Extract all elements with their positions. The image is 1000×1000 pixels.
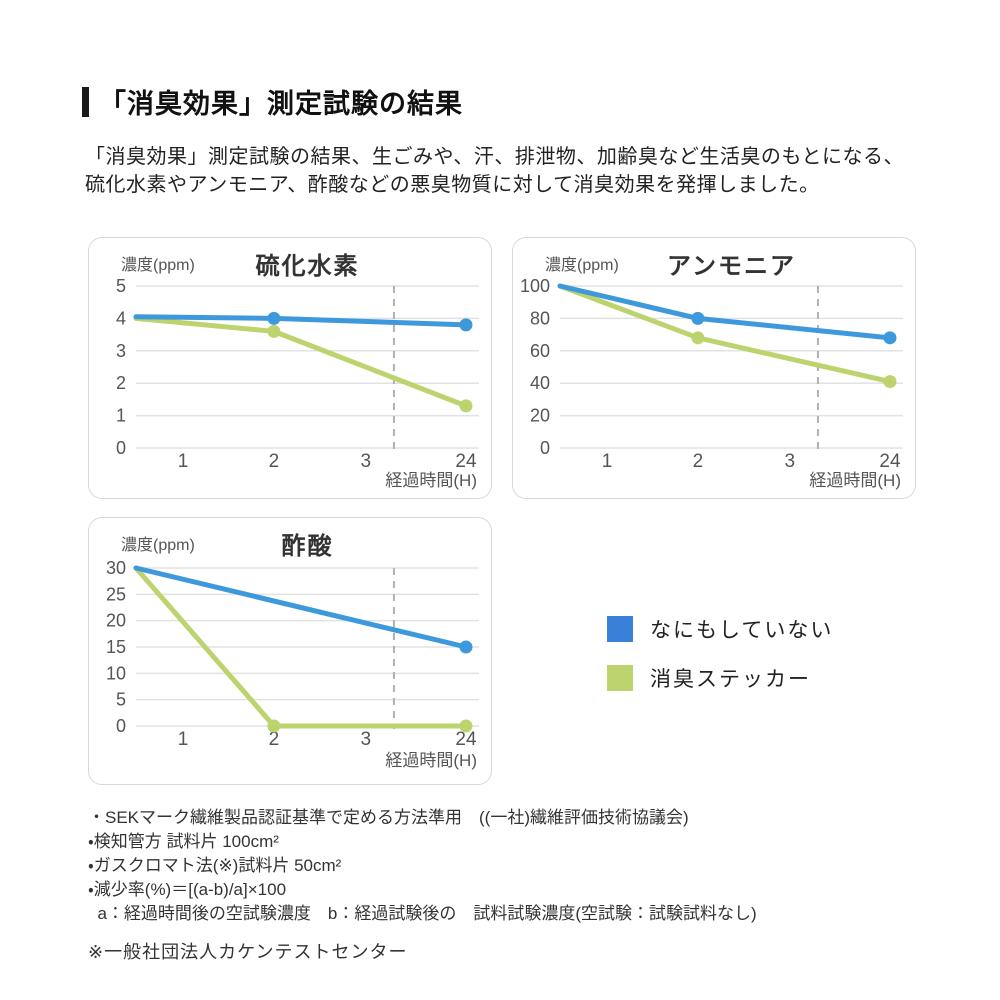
legend-label: なにもしていない [650,619,834,642]
y-tick-label: 0 [116,438,126,458]
chart-legend: なにもしていない 消臭ステッカー [607,614,833,712]
footnote-line: ・検知管方 試料片 100cm² [88,832,279,851]
legend-item-deodorant-sticker: 消臭ステッカー [607,663,833,693]
series-line [557,283,893,341]
y-tick-label: 2 [116,373,126,393]
line-chart-hydrogen-sulfide: 5 4 3 2 1 0 1 2 3 24 [116,276,479,472]
data-point-marker [267,719,281,733]
page-header: 「消臭効果」測定試験の結果 [82,82,463,121]
y-tick-label: 15 [106,637,126,657]
x-tick-label: 1 [178,729,189,750]
footnotes: ・SEKマーク繊維製品認証基準で定める方法準用 ((一社)繊維評価技術協議会) … [88,806,928,926]
chart-title: アンモニア [666,253,797,280]
y-axis-label: 濃度(ppm) [121,537,195,554]
data-point-marker [459,640,473,654]
x-tick-label: 1 [178,451,189,472]
footnote-line: a：経過時間後の空試験濃度 b：経過試験後の 試料試験濃度(空試験：試験試料なし… [88,904,757,923]
y-tick-label: 5 [116,690,126,710]
y-tick-label: 20 [530,406,550,426]
data-point-marker [459,318,473,332]
y-axis-label: 濃度(ppm) [545,257,619,274]
x-tick-label: 3 [361,451,372,472]
y-tick-label: 60 [530,341,550,361]
chart-card-acetic-acid: 濃度(ppm) 酢酸 30 25 20 15 10 5 0 1 2 3 24 経過時間(H) [88,517,492,785]
x-tick-label: 24 [455,451,477,472]
series-line [133,565,469,650]
legend-swatch-blue [607,616,633,642]
legend-label: 消臭ステッカー [650,668,811,691]
x-tick-label: 3 [785,451,796,472]
intro-text: 「消臭効果」測定試験の結果、生ごみや、汗、排泄物、加齢臭など生活臭のもとになる、… [85,146,904,196]
chart-card-ammonia: 濃度(ppm) アンモニア 100 80 60 40 20 0 1 2 3 24 経過時間(H) [512,237,916,499]
y-tick-label: 5 [116,276,126,296]
legend-swatch-green [607,665,633,691]
x-tick-label: 3 [361,729,372,750]
y-tick-label: 4 [116,308,126,328]
y-tick-label: 1 [116,406,126,426]
chart-title: 硫化水素 [255,253,360,280]
y-tick-label: 100 [520,276,550,296]
x-tick-label: 2 [693,451,704,472]
legend-item-untreated: なにもしていない [607,614,833,644]
x-tick-label: 2 [269,729,280,750]
data-point-marker [691,311,705,325]
y-tick-label: 3 [116,341,126,361]
data-point-marker [459,719,473,733]
y-tick-label: 0 [540,438,550,458]
footnote-line: ・SEKマーク繊維製品認証基準で定める方法準用 ((一社)繊維評価技術協議会) [88,808,689,827]
y-tick-label: 20 [106,611,126,631]
title-accent-bar [82,86,89,117]
y-tick-label: 80 [530,308,550,328]
y-tick-label: 10 [106,663,126,683]
y-tick-label: 25 [106,584,126,604]
y-axis-label: 濃度(ppm) [121,257,195,274]
data-point-marker [691,331,705,345]
footnote-line: ・ガスクロマト法(※)試料片 50cm² [88,856,342,875]
footnote-line: ・減少率(%)＝[(a-b)/a]×100 [88,880,287,899]
chart-card-hydrogen-sulfide: 濃度(ppm) 硫化水素 5 4 3 2 1 0 1 2 3 24 経過時間(H) [88,237,492,499]
series-line [133,315,469,409]
x-axis-label: 経過時間(H) [385,751,477,770]
data-point-marker [459,399,473,413]
line-chart-acetic-acid: 30 25 20 15 10 5 0 1 2 3 24 [106,558,479,750]
data-point-marker [267,324,281,338]
x-tick-label: 2 [269,451,280,472]
y-tick-label: 40 [530,373,550,393]
page-title: 「消臭効果」測定試験の結果 [99,89,463,119]
test-center-note: ※一般社団法人カケンテストセンター [88,942,408,962]
x-axis-label: 経過時間(H) [385,471,477,490]
y-tick-label: 30 [106,558,126,578]
x-tick-label: 24 [879,451,901,472]
line-chart-ammonia: 100 80 60 40 20 0 1 2 3 24 [520,276,903,472]
y-tick-label: 0 [116,716,126,736]
x-tick-label: 24 [455,729,477,750]
data-point-marker [267,311,281,325]
data-point-marker [883,375,897,389]
x-tick-label: 1 [602,451,613,472]
chart-title: 酢酸 [281,533,334,560]
x-axis-label: 経過時間(H) [809,471,901,490]
data-point-marker [883,331,897,345]
